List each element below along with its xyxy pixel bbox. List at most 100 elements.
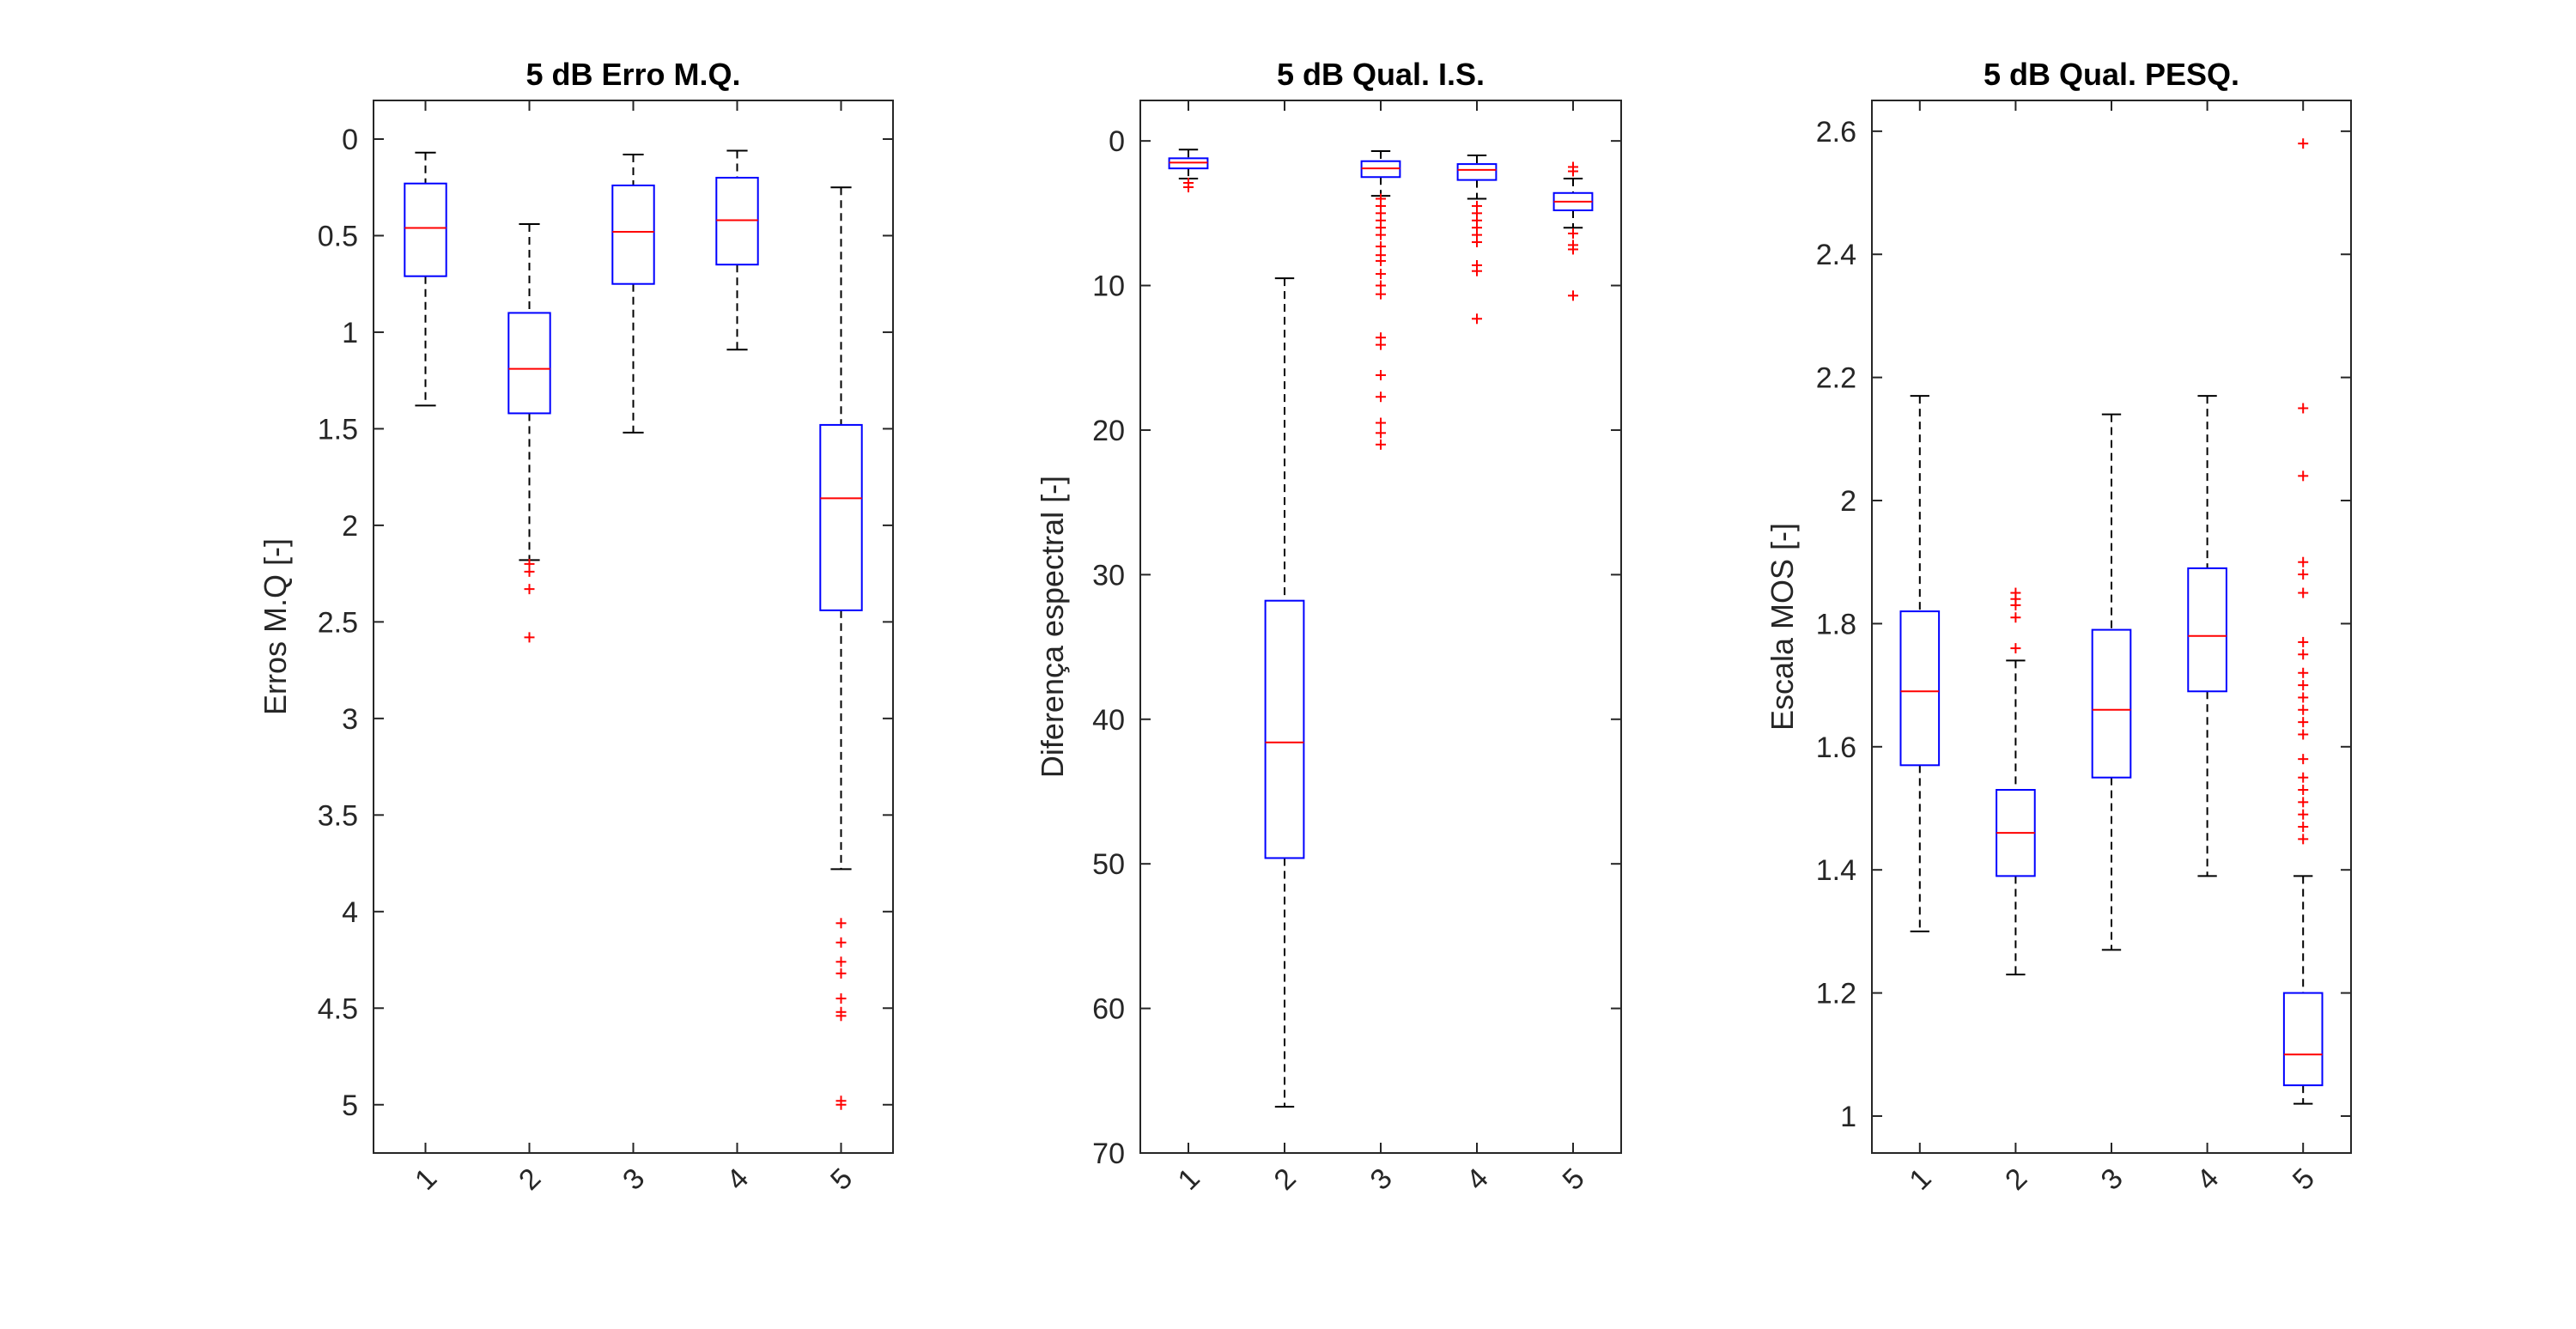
outlier-marker: [2298, 754, 2309, 765]
box-group-3: [611, 153, 655, 434]
x-tick-label: 2: [1999, 1162, 2033, 1197]
y-tick-label: 2: [1840, 485, 1856, 518]
outlier-marker: [835, 968, 847, 979]
x-tick-label: 3: [2095, 1162, 2129, 1197]
x-tick-label: 2: [513, 1162, 547, 1197]
outlier-marker: [2298, 704, 2309, 715]
outlier-marker: [1472, 313, 1482, 325]
outlier-marker: [1376, 280, 1386, 291]
iqr-box: [507, 312, 551, 415]
iqr-box: [2187, 567, 2227, 693]
x-tick-label: 4: [720, 1162, 755, 1197]
y-tick-label: 1.8: [1816, 608, 1856, 640]
x-tick-label: 1: [1172, 1162, 1206, 1197]
box-group-4: [715, 149, 759, 351]
y-tick-label: 2.6: [1816, 116, 1856, 149]
iqr-box: [611, 184, 655, 285]
y-tick-label: 1.2: [1816, 978, 1856, 1010]
chart-title: 5 dB Qual. I.S.: [1277, 57, 1485, 92]
outlier-marker: [1183, 182, 1194, 193]
outlier-marker: [835, 1010, 847, 1022]
outlier-marker: [835, 918, 847, 929]
outlier-marker: [1568, 244, 1578, 255]
outlier-marker: [2298, 587, 2309, 598]
outlier-marker: [2298, 138, 2309, 149]
y-tick-label: 10: [1092, 270, 1125, 303]
outlier-marker: [2298, 667, 2309, 678]
outlier-marker: [2298, 809, 2309, 820]
y-tick-label: 4: [342, 896, 358, 929]
outlier-marker: [1376, 255, 1386, 266]
y-tick-label: 1.6: [1816, 731, 1856, 764]
y-tick-label: 4.5: [318, 992, 358, 1025]
x-tick-label: 3: [617, 1162, 651, 1197]
y-tick-label: 0: [1109, 125, 1125, 158]
x-tick-label: 2: [1268, 1162, 1303, 1197]
y-axis-label: Erros M.Q [-]: [258, 538, 293, 715]
outlier-marker: [1472, 237, 1482, 248]
y-tick-label: 20: [1092, 415, 1125, 447]
box-group-5: [819, 186, 863, 1110]
outlier-marker: [2298, 772, 2309, 783]
y-axis-label: Diferença espectral [-]: [1035, 476, 1070, 778]
outlier-marker: [2010, 587, 2021, 598]
iqr-box: [1264, 599, 1305, 859]
outlier-marker: [1568, 166, 1578, 177]
outlier-marker: [2010, 643, 2021, 654]
box-group-4: [2187, 395, 2227, 877]
panel-erro-mq: 5 dB Erro M.Q. Erros M.Q [-] 0 0.5 1 1.5 2 2.…: [258, 57, 894, 1197]
outlier-marker: [2298, 403, 2309, 414]
y-tick-label: 5: [342, 1089, 358, 1122]
outlier-marker: [835, 993, 847, 1004]
y-tick-label: 1: [1840, 1101, 1856, 1133]
outlier-marker: [1376, 241, 1386, 252]
y-tick-label: 1.5: [318, 413, 358, 446]
outlier-marker: [1568, 228, 1578, 239]
y-tick-label: 2: [342, 510, 358, 543]
x-tick-label: 5: [1557, 1162, 1591, 1197]
outlier-marker: [1376, 428, 1386, 439]
box-group-2: [1996, 587, 2036, 976]
y-tick-label: 3: [342, 703, 358, 736]
outlier-marker: [1376, 369, 1386, 380]
y-tick-label: 2.5: [318, 606, 358, 639]
outlier-marker: [2298, 636, 2309, 647]
outlier-marker: [835, 956, 847, 968]
outlier-marker: [1376, 229, 1386, 240]
outlier-marker: [2298, 649, 2309, 660]
box-group-4: [1456, 154, 1498, 325]
outlier-marker: [1376, 269, 1386, 280]
outlier-marker: [2298, 834, 2309, 845]
box-group-1: [404, 151, 447, 407]
outlier-marker: [524, 632, 535, 643]
box-group-1: [1899, 395, 1941, 932]
outlier-marker: [1376, 439, 1386, 450]
outlier-marker: [2298, 680, 2309, 691]
x-tick-label: 1: [409, 1162, 443, 1197]
box-group-3: [2091, 413, 2132, 951]
iqr-box: [2091, 628, 2132, 779]
outlier-marker: [2298, 470, 2309, 482]
panel-qual-pesq: 5 dB Qual. PESQ. Escala MOS [-] 1 1.2 1.4 1…: [1765, 57, 2352, 1197]
y-tick-label: 0.5: [318, 220, 358, 252]
box-group-3: [1360, 149, 1401, 450]
iqr-box: [819, 423, 863, 611]
y-tick-label: 2.4: [1816, 239, 1856, 271]
x-tick-label: 4: [2190, 1162, 2225, 1197]
x-tick-label: 5: [2287, 1162, 2321, 1197]
y-tick-label: 0: [342, 124, 358, 156]
axes-frame: [373, 100, 894, 1154]
outlier-marker: [524, 584, 535, 595]
box-group-5: [2282, 138, 2324, 1105]
outlier-marker: [2298, 729, 2309, 740]
outlier-marker: [1376, 417, 1386, 428]
outlier-marker: [1568, 290, 1578, 301]
y-tick-label: 30: [1092, 559, 1125, 592]
outlier-marker: [2298, 717, 2309, 728]
outlier-marker: [2298, 784, 2309, 795]
chart-title: 5 dB Qual. PESQ.: [1984, 57, 2239, 92]
outlier-marker: [2298, 569, 2309, 580]
y-tick-label: 2.2: [1816, 362, 1856, 395]
outlier-marker: [2010, 612, 2021, 623]
box-group-5: [1552, 161, 1594, 301]
